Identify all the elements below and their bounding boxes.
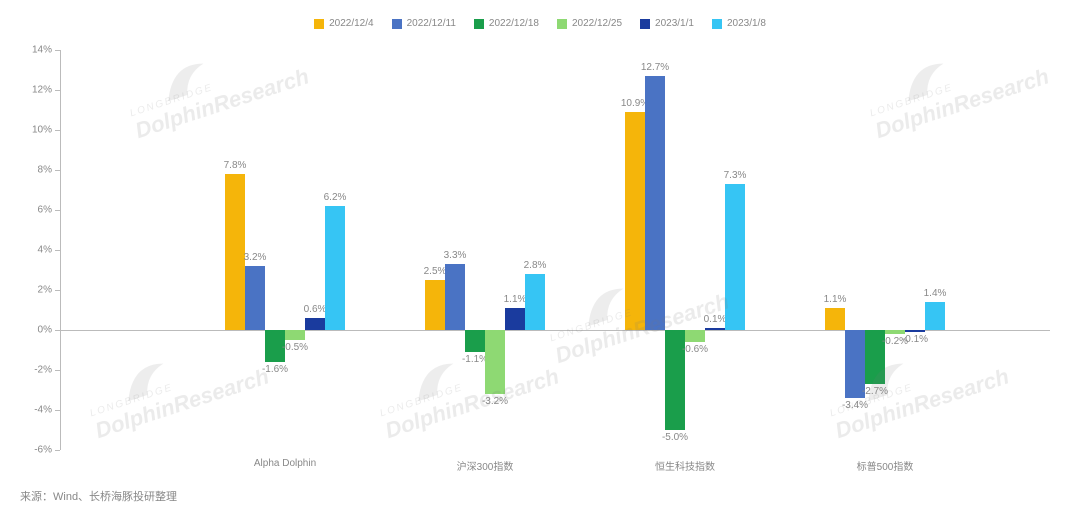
bar-value-label: 3.3% — [444, 250, 467, 261]
legend-label: 2022/12/25 — [572, 18, 622, 29]
y-tick-label: 6% — [38, 205, 52, 216]
y-tick-mark — [55, 330, 60, 331]
y-tick-label: 14% — [32, 45, 52, 56]
plot-area: -6%-4%-2%0%2%4%6%8%10%12%14%7.8%3.2%-1.6… — [60, 50, 1050, 450]
bar — [465, 330, 485, 352]
bar-value-label: 2.8% — [524, 260, 547, 271]
bar — [245, 266, 265, 330]
legend: 2022/12/4 2022/12/11 2022/12/18 2022/12/25 2… — [0, 18, 1080, 29]
y-tick-mark — [55, 50, 60, 51]
bar — [525, 274, 545, 330]
bar-value-label: -2.7% — [862, 386, 888, 397]
y-tick-label: 10% — [32, 125, 52, 136]
source-text: 来源：Wind、长桥海豚投研整理 — [20, 488, 177, 504]
y-tick-label: 8% — [38, 165, 52, 176]
bar — [705, 328, 725, 330]
x-tick-label: 恒生科技指数 — [655, 458, 715, 473]
legend-label: 2023/1/1 — [655, 18, 694, 29]
bar-value-label: -5.0% — [662, 432, 688, 443]
y-tick-label: 0% — [38, 325, 52, 336]
bar-value-label: -3.4% — [842, 400, 868, 411]
legend-item: 2023/1/8 — [712, 18, 766, 29]
y-axis-line — [60, 50, 61, 450]
legend-swatch — [392, 19, 402, 29]
x-tick-label: Alpha Dolphin — [254, 458, 316, 469]
legend-swatch — [640, 19, 650, 29]
legend-swatch — [557, 19, 567, 29]
bar-value-label: 7.3% — [724, 170, 747, 181]
bar-value-label: -0.5% — [282, 342, 308, 353]
bar-value-label: 12.7% — [641, 62, 669, 73]
bar-value-label: 1.4% — [924, 288, 947, 299]
bar — [485, 330, 505, 394]
x-tick-label: 沪深300指数 — [457, 458, 514, 473]
y-tick-label: -6% — [34, 445, 52, 456]
bar-value-label: 6.2% — [324, 192, 347, 203]
y-tick-label: 2% — [38, 285, 52, 296]
legend-swatch — [712, 19, 722, 29]
bar — [645, 76, 665, 330]
bar-value-label: -0.6% — [682, 344, 708, 355]
legend-item: 2022/12/11 — [392, 18, 456, 29]
y-tick-mark — [55, 450, 60, 451]
bar-value-label: -0.1% — [902, 334, 928, 345]
y-tick-mark — [55, 250, 60, 251]
legend-label: 2022/12/4 — [329, 18, 374, 29]
bar-value-label: 1.1% — [824, 294, 847, 305]
y-tick-label: 4% — [38, 245, 52, 256]
bar-value-label: 1.1% — [504, 294, 527, 305]
bar — [505, 308, 525, 330]
y-tick-label: -2% — [34, 365, 52, 376]
bar-value-label: -3.2% — [482, 396, 508, 407]
legend-swatch — [314, 19, 324, 29]
bar — [925, 302, 945, 330]
bar-value-label: -1.6% — [262, 364, 288, 375]
chart-container: 2022/12/4 2022/12/11 2022/12/18 2022/12/25 2… — [0, 0, 1080, 514]
bar — [685, 330, 705, 342]
bar-value-label: 3.2% — [244, 252, 267, 263]
bar — [285, 330, 305, 340]
y-tick-mark — [55, 290, 60, 291]
y-tick-label: -4% — [34, 405, 52, 416]
bar — [305, 318, 325, 330]
legend-label: 2022/12/18 — [489, 18, 539, 29]
bar — [425, 280, 445, 330]
legend-item: 2022/12/18 — [474, 18, 539, 29]
bar — [625, 112, 645, 330]
y-tick-mark — [55, 90, 60, 91]
legend-label: 2022/12/11 — [407, 18, 456, 29]
bar-value-label: 0.6% — [304, 304, 327, 315]
bar — [725, 184, 745, 330]
y-tick-mark — [55, 410, 60, 411]
legend-item: 2022/12/25 — [557, 18, 622, 29]
bar-value-label: 0.1% — [704, 314, 727, 325]
x-tick-label: 标普500指数 — [857, 458, 914, 473]
y-tick-mark — [55, 170, 60, 171]
legend-swatch — [474, 19, 484, 29]
bar — [905, 330, 925, 332]
legend-label: 2023/1/8 — [727, 18, 766, 29]
bar — [825, 308, 845, 330]
y-tick-mark — [55, 210, 60, 211]
legend-item: 2023/1/1 — [640, 18, 694, 29]
y-tick-label: 12% — [32, 85, 52, 96]
y-tick-mark — [55, 370, 60, 371]
legend-item: 2022/12/4 — [314, 18, 374, 29]
bar — [325, 206, 345, 330]
y-tick-mark — [55, 130, 60, 131]
bar-value-label: 2.5% — [424, 266, 447, 277]
bar — [225, 174, 245, 330]
bar-value-label: 7.8% — [224, 160, 247, 171]
bar — [445, 264, 465, 330]
